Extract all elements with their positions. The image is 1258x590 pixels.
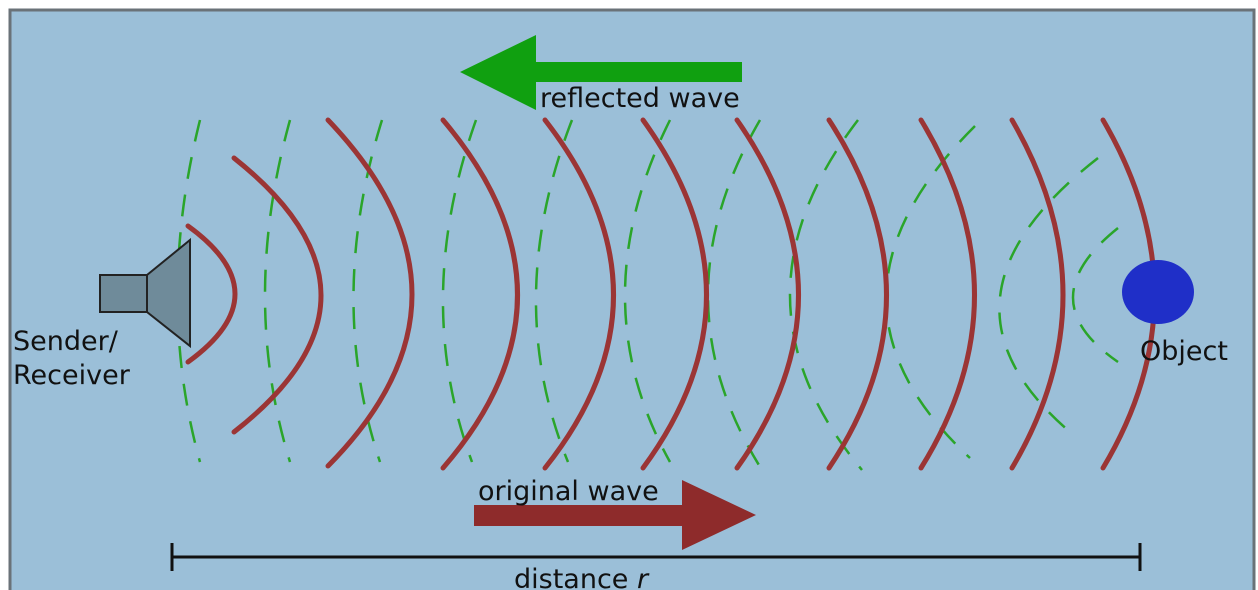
speaker-icon bbox=[99, 237, 191, 349]
original-wave-arrow bbox=[474, 480, 756, 550]
original-wave-front bbox=[185, 223, 238, 365]
reflected-wave-front bbox=[1071, 227, 1119, 364]
reflected-wave-front bbox=[176, 119, 202, 463]
distance-variable: r bbox=[637, 564, 650, 590]
circle-object-icon bbox=[1122, 260, 1194, 324]
reflected-wave-front bbox=[441, 119, 478, 463]
distance-bar bbox=[170, 543, 1142, 571]
original-wave-front bbox=[640, 117, 709, 471]
reflected-wave-front bbox=[534, 119, 574, 463]
original-wave-fronts bbox=[185, 117, 1157, 471]
background-panel bbox=[10, 10, 1254, 590]
sender-label-line1: Sender/ bbox=[13, 326, 119, 357]
distance-label: distance r bbox=[514, 564, 650, 590]
reflected-wave-arrow bbox=[460, 35, 742, 110]
speaker-body bbox=[99, 274, 148, 313]
reflected-wave-front bbox=[263, 119, 292, 463]
reflected-wave-front bbox=[998, 157, 1099, 433]
original-wave-label: original wave bbox=[478, 476, 659, 507]
reflected-wave-front bbox=[623, 119, 672, 463]
panel-frame bbox=[8, 8, 1256, 590]
original-wave-front bbox=[325, 117, 415, 469]
original-wave-front bbox=[1009, 117, 1066, 471]
speaker-cone bbox=[146, 237, 191, 349]
original-wave-front bbox=[918, 117, 977, 471]
distance-label-text: distance bbox=[514, 564, 637, 590]
original-wave-front bbox=[542, 117, 616, 471]
original-wave-front bbox=[440, 117, 520, 471]
reflected-wave-label: reflected wave bbox=[540, 83, 740, 114]
object-label: Object bbox=[1140, 336, 1228, 367]
original-wave-front bbox=[826, 117, 889, 471]
sender-label-line2: Receiver bbox=[13, 360, 131, 391]
original-wave-front bbox=[734, 117, 801, 471]
reflected-wave-front bbox=[788, 119, 863, 471]
reflected-wave-front bbox=[706, 119, 764, 471]
original-wave-front bbox=[231, 155, 324, 435]
